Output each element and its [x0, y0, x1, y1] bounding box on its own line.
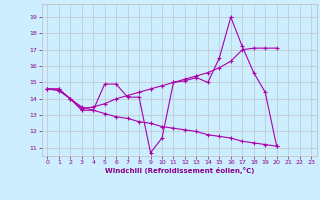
X-axis label: Windchill (Refroidissement éolien,°C): Windchill (Refroidissement éolien,°C): [105, 167, 254, 174]
